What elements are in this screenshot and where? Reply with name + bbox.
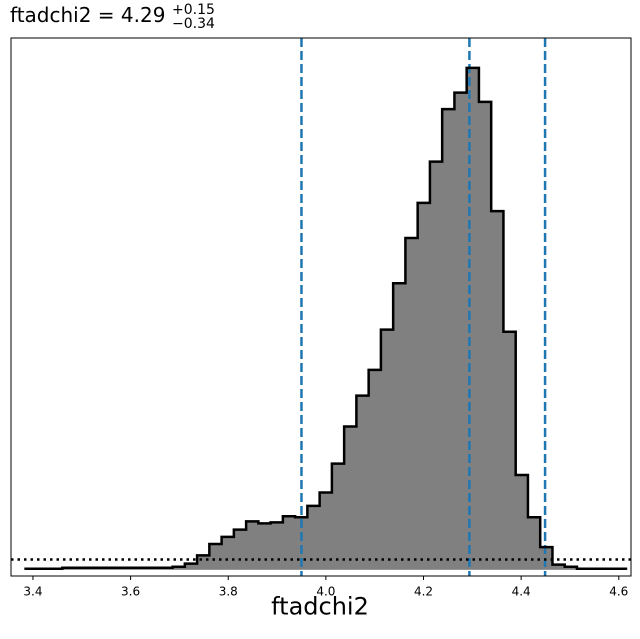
histogram-bar	[491, 211, 504, 570]
histogram-bar	[344, 426, 357, 570]
title-text: ftadchi2 = 4.29	[10, 3, 165, 27]
histogram-bar	[221, 536, 235, 570]
histogram-bar	[356, 395, 370, 570]
reference-lines	[300, 38, 547, 576]
title-lower-error: −0.34	[172, 16, 215, 32]
histogram-bars	[25, 67, 627, 570]
x-tick-label: 3.6	[121, 585, 140, 599]
histogram-bar	[527, 517, 541, 570]
histogram-bar	[209, 544, 223, 570]
histogram-bar	[282, 516, 296, 570]
histogram-outline	[24, 66, 628, 571]
histogram-bar	[172, 566, 186, 570]
x-axis-ticks: 3.4 3.6 3.8 4.0 4.2 4.4 4.6	[23, 576, 628, 599]
histogram-bar	[270, 522, 284, 570]
title-upper-error: +0.15	[172, 2, 215, 18]
histogram-bar	[380, 329, 394, 570]
histogram-bar	[552, 564, 566, 570]
chart-title: ftadchi2 = 4.29 +0.15 −0.34	[10, 2, 215, 32]
x-tick-label: 4.6	[609, 585, 628, 599]
plot-frame	[10, 37, 632, 577]
histogram-bar	[184, 563, 198, 570]
title-equals: =	[91, 3, 120, 27]
histogram-bar	[258, 523, 272, 570]
title-median: 4.29	[121, 3, 166, 27]
title-parameter: ftadchi2	[10, 3, 91, 27]
histogram-bar	[417, 202, 431, 570]
histogram-bar	[197, 555, 210, 570]
histogram-bar	[319, 492, 333, 570]
histogram-bar	[295, 517, 308, 570]
x-tick-label: 3.4	[23, 585, 42, 599]
histogram-bar	[564, 566, 578, 570]
histogram-bar	[233, 529, 247, 570]
x-tick-label: 4.0	[316, 585, 335, 599]
histogram-bar	[307, 505, 321, 570]
histogram-bar	[515, 474, 529, 570]
histogram-bar	[368, 369, 382, 570]
histogram-bar	[405, 237, 419, 570]
histogram-bar	[393, 283, 406, 570]
x-tick-label: 4.2	[414, 585, 433, 599]
histogram-bar	[331, 463, 345, 570]
histogram-bar	[246, 521, 259, 570]
histogram-bar	[540, 547, 553, 570]
histogram-bar	[429, 161, 443, 570]
histogram-bar	[454, 92, 468, 570]
histogram-bar	[503, 331, 517, 570]
histogram-bar	[478, 101, 492, 570]
x-tick-label: 3.8	[219, 585, 238, 599]
x-axis-label: ftadchi2	[271, 593, 369, 621]
x-tick-label: 4.4	[512, 585, 531, 599]
histogram-bar	[442, 109, 455, 570]
